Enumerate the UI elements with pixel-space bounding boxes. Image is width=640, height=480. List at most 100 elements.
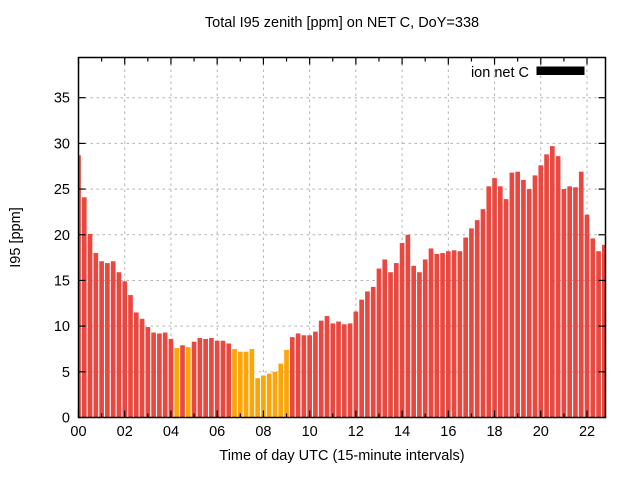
bar (197, 338, 203, 418)
bar (573, 187, 578, 418)
bar (417, 272, 422, 418)
bar (405, 234, 411, 418)
bar (295, 333, 301, 418)
bar (538, 165, 544, 418)
x-tick-label: 16 (440, 424, 456, 440)
bar (226, 343, 232, 418)
bar (128, 295, 133, 418)
bar (544, 154, 549, 418)
bar (434, 253, 440, 418)
bar (376, 268, 382, 418)
bar (289, 337, 295, 418)
bar (549, 146, 555, 418)
axis-layer (77, 56, 607, 419)
bar (492, 178, 497, 418)
x-tick-label: 00 (70, 424, 86, 440)
bar (180, 345, 185, 418)
bar (116, 272, 122, 418)
bar (521, 179, 526, 418)
bar (428, 248, 434, 418)
y-tick-label: 10 (54, 319, 70, 335)
bar (497, 186, 503, 418)
bar (445, 251, 451, 418)
legend-swatch (536, 66, 585, 75)
bar (168, 338, 174, 418)
bar (151, 332, 156, 418)
bar (382, 259, 388, 418)
bar (162, 332, 168, 418)
bar (81, 197, 87, 418)
y-tick-label: 0 (62, 411, 70, 427)
bar (590, 238, 596, 418)
bar (307, 335, 312, 418)
bar (220, 340, 226, 418)
bar (301, 335, 307, 418)
bar (185, 347, 191, 418)
y-tick-label: 20 (54, 228, 70, 244)
bar (578, 171, 584, 418)
bar (584, 214, 590, 418)
bar (139, 318, 145, 418)
bar (411, 265, 416, 418)
bar (278, 363, 284, 418)
y-tick-label: 30 (54, 136, 70, 152)
bar (440, 253, 445, 418)
legend-label: ion net C (471, 65, 529, 81)
bar (463, 237, 468, 418)
bar (474, 220, 480, 418)
bar (255, 378, 260, 418)
x-tick-label: 14 (394, 424, 410, 440)
bar (532, 175, 538, 418)
tick-label-layer: 00 02 04 06 08 10 12 14 16 18 20 22 0 5 10 15 20 25 30 35 (54, 91, 595, 440)
chart-title: Total I95 zenith [ppm] on NET C, DoY=338 (205, 15, 479, 31)
bar (561, 189, 567, 418)
bar (122, 281, 128, 418)
bar (87, 233, 93, 418)
bar (388, 272, 393, 418)
bar (359, 299, 364, 418)
bar (284, 349, 289, 418)
y-tick-label: 25 (54, 182, 70, 198)
bar (232, 348, 237, 418)
bar (99, 261, 104, 418)
bar (370, 286, 376, 418)
y-tick-label: 5 (62, 365, 70, 381)
bar (457, 251, 463, 418)
bar (353, 311, 359, 418)
bar (509, 172, 515, 418)
bar (324, 316, 330, 418)
bar (157, 333, 162, 418)
bar (145, 327, 151, 418)
bar (503, 199, 509, 418)
bar (93, 253, 99, 418)
y-axis-label: I95 [ppm] (8, 207, 24, 267)
y-tick-label: 35 (54, 91, 70, 107)
x-tick-label: 10 (302, 424, 318, 440)
x-tick-label: 08 (255, 424, 271, 440)
bar (526, 189, 532, 418)
bar (313, 331, 318, 418)
bar (422, 259, 428, 418)
x-tick-label: 06 (209, 424, 225, 440)
x-tick-label: 18 (486, 424, 502, 440)
bar (203, 338, 208, 418)
bar (451, 250, 457, 418)
bar (249, 348, 255, 418)
bar (133, 312, 139, 418)
bar (486, 186, 492, 418)
y-tick-label: 15 (54, 273, 70, 289)
bar (399, 242, 405, 418)
bar (110, 261, 116, 418)
bar (105, 263, 110, 418)
bar (272, 371, 278, 418)
bar (515, 171, 521, 418)
bars-layer (78, 146, 605, 418)
bar (266, 373, 272, 418)
bar (78, 155, 81, 418)
bar (318, 320, 324, 418)
bar (347, 323, 353, 418)
bar (330, 323, 336, 418)
bar (237, 351, 243, 418)
bar (555, 156, 561, 418)
